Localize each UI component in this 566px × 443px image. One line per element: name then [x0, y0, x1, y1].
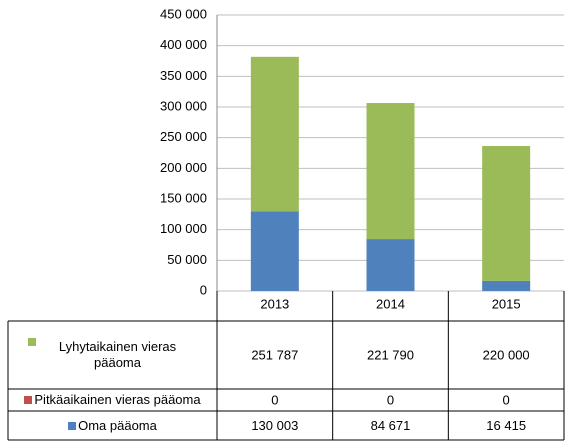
legend-swatch — [68, 421, 77, 430]
legend-swatch — [24, 396, 33, 404]
legend-cell: Pitkäaikainen vieras pääoma — [10, 389, 215, 411]
y-tick-label: 300 000 — [160, 98, 207, 113]
y-tick-label: 250 000 — [160, 129, 207, 144]
table-value: 130 003 — [251, 418, 298, 433]
legend-cell: Oma pääoma — [10, 411, 215, 440]
table-value: 0 — [387, 392, 394, 407]
bar-segment — [482, 280, 531, 291]
legend-cell: Lyhytaikainen vieras pääoma — [10, 321, 215, 389]
table-value: 251 787 — [251, 347, 298, 362]
legend-entry: Oma pääoma — [10, 411, 215, 440]
legend-label: Lyhytaikainen vieras pääoma — [58, 339, 177, 370]
x-tick-label: 2015 — [492, 296, 521, 311]
legend-swatch — [27, 338, 36, 346]
y-tick-label: 50 000 — [167, 252, 207, 267]
y-tick-label: 100 000 — [160, 221, 207, 236]
bar-segment — [482, 145, 531, 281]
legend-entry: Pitkäaikainen vieras pääoma — [10, 389, 215, 411]
table-value: 221 790 — [367, 347, 414, 362]
bar-segment — [366, 239, 415, 291]
legend-label: Oma pääoma — [78, 417, 157, 433]
table-value: 220 000 — [483, 347, 530, 362]
y-tick-label: 200 000 — [160, 160, 207, 175]
table-value: 0 — [503, 392, 510, 407]
x-tick-label: 2014 — [376, 296, 405, 311]
legend-entry: Lyhytaikainen vieras pääoma — [10, 321, 215, 389]
bar-segment — [250, 56, 299, 212]
x-tick-label: 2013 — [260, 296, 289, 311]
legend-label: Pitkäaikainen vieras pääoma — [34, 392, 201, 407]
y-tick-label: 350 000 — [160, 68, 207, 83]
y-tick-label: 400 000 — [160, 37, 207, 52]
y-tick-label: 450 000 — [160, 6, 207, 21]
bar-segment — [250, 211, 299, 291]
y-tick-label: 150 000 — [160, 190, 207, 205]
y-tick-label: 0 — [200, 282, 207, 297]
table-value: 0 — [271, 392, 278, 407]
bar-segment — [366, 103, 415, 240]
table-value: 16 415 — [486, 418, 526, 433]
table-value: 84 671 — [371, 418, 411, 433]
